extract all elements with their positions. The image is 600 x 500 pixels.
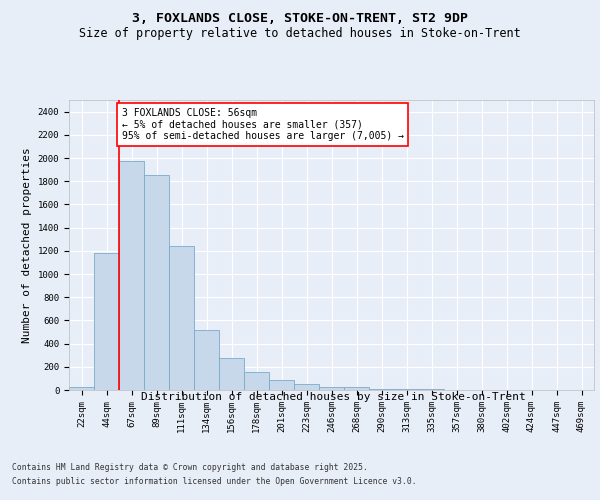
Text: Distribution of detached houses by size in Stoke-on-Trent: Distribution of detached houses by size … [140,392,526,402]
Bar [219,358,244,390]
Bar [144,175,169,390]
Text: Size of property relative to detached houses in Stoke-on-Trent: Size of property relative to detached ho… [79,28,521,40]
Text: Contains HM Land Registry data © Crown copyright and database right 2025.: Contains HM Land Registry data © Crown c… [12,462,368,471]
Bar [369,389,394,390]
Bar [269,380,294,390]
Bar [294,384,319,390]
Text: 3 FOXLANDS CLOSE: 56sqm
← 5% of detached houses are smaller (357)
95% of semi-de: 3 FOXLANDS CLOSE: 56sqm ← 5% of detached… [121,108,404,142]
Bar [344,386,369,390]
Bar [244,372,269,390]
Bar [94,253,119,390]
Bar [169,246,194,390]
Bar [319,386,344,390]
Y-axis label: Number of detached properties: Number of detached properties [22,147,32,343]
Bar [194,330,219,390]
Bar [119,162,144,390]
Bar [69,388,94,390]
Bar [394,389,419,390]
Text: 3, FOXLANDS CLOSE, STOKE-ON-TRENT, ST2 9DP: 3, FOXLANDS CLOSE, STOKE-ON-TRENT, ST2 9… [132,12,468,26]
Text: Contains public sector information licensed under the Open Government Licence v3: Contains public sector information licen… [12,478,416,486]
